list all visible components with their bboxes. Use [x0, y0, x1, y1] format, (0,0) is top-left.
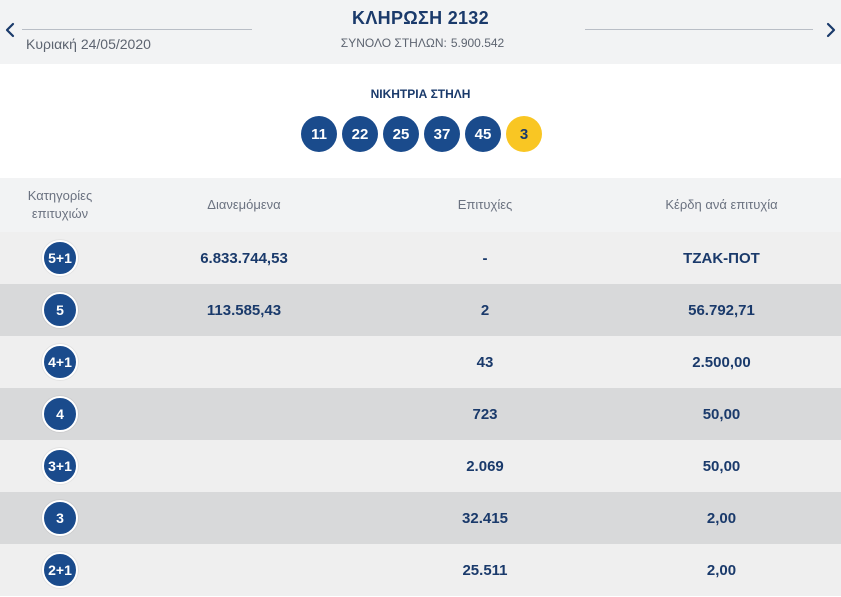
- prize-per-winner: 2,00: [706, 561, 737, 579]
- distributed-amount: 6.833.744,53: [200, 249, 288, 267]
- category-badge: 5+1: [42, 240, 78, 276]
- distributed-amount: 113.585,43: [206, 301, 282, 319]
- chevron-left-icon: [5, 22, 15, 38]
- results-table-header: Κατηγορίες επιτυχιών Διανεμόμενα Επιτυχί…: [0, 178, 841, 232]
- header-divider-right: [585, 29, 813, 30]
- winners-count: 2.069: [466, 457, 504, 475]
- header-category: Κατηγορίες επιτυχιών: [0, 178, 120, 232]
- winning-number-ball: 22: [342, 116, 378, 152]
- winning-column-label: ΝΙΚΗΤΡΙΑ ΣΤΗΛΗ: [370, 87, 471, 101]
- distributed-amount: [120, 440, 368, 492]
- distributed-amount: [120, 336, 368, 388]
- joker-ball: 3: [506, 116, 542, 152]
- category-badge: 3: [42, 500, 78, 536]
- table-row: 3 32.415 2,00: [0, 492, 841, 544]
- draw-header: Κυριακή 24/05/2020 ΚΛΗΡΩΣΗ 2132 ΣΥΝΟΛΟ Σ…: [0, 0, 841, 64]
- winning-number-ball: 25: [383, 116, 419, 152]
- winning-number-ball: 11: [301, 116, 337, 152]
- header-divider-left: [22, 29, 252, 30]
- winning-numbers: 11 22 25 37 45 3: [301, 116, 542, 152]
- table-row: 4 723 50,00: [0, 388, 841, 440]
- total-columns-value: 5.900.542: [450, 36, 505, 50]
- table-row: 4+1 43 2.500,00: [0, 336, 841, 388]
- category-badge: 5: [42, 292, 78, 328]
- distributed-amount: [120, 492, 368, 544]
- total-columns-label: ΣΥΝΟΛΟ ΣΤΗΛΩΝ:: [340, 36, 447, 50]
- distributed-amount: [120, 544, 368, 596]
- winners-count: 25.511: [462, 561, 508, 579]
- prize-per-winner: 50,00: [702, 457, 741, 475]
- header-category-label: Κατηγορίες επιτυχιών: [27, 188, 93, 221]
- winning-number-ball: 45: [465, 116, 501, 152]
- table-row: 5+1 6.833.744,53 - ΤΖΑΚ-ΠΟΤ: [0, 232, 841, 284]
- total-columns: ΣΥΝΟΛΟ ΣΤΗΛΩΝ: 5.900.542: [0, 36, 841, 50]
- chevron-right-icon: [826, 22, 836, 38]
- winners-count: -: [482, 249, 488, 267]
- prize-per-winner: 2,00: [706, 509, 737, 527]
- prize-per-winner: 50,00: [702, 405, 741, 423]
- category-badge: 4+1: [42, 344, 78, 380]
- category-badge: 4: [42, 396, 78, 432]
- winners-count: 723: [472, 405, 498, 423]
- header-distributed: Διανεμόμενα: [207, 197, 281, 212]
- previous-draw-button[interactable]: [2, 18, 18, 42]
- next-draw-button[interactable]: [823, 18, 839, 42]
- table-row: 2+1 25.511 2,00: [0, 544, 841, 596]
- header-prize: Κέρδη ανά επιτυχία: [665, 197, 778, 212]
- winners-count: 2: [480, 301, 490, 319]
- category-badge: 3+1: [42, 448, 78, 484]
- prize-per-winner: 56.792,71: [688, 301, 755, 319]
- table-row: 3+1 2.069 50,00: [0, 440, 841, 492]
- winning-number-ball: 37: [424, 116, 460, 152]
- category-badge: 2+1: [42, 552, 78, 588]
- table-row: 5 113.585,43 2 56.792,71: [0, 284, 841, 336]
- draw-title: ΚΛΗΡΩΣΗ 2132: [352, 8, 489, 28]
- prize-per-winner: ΤΖΑΚ-ΠΟΤ: [683, 249, 760, 267]
- winners-count: 43: [476, 353, 494, 371]
- prize-per-winner: 2.500,00: [692, 353, 751, 371]
- distributed-amount: [120, 388, 368, 440]
- winners-count: 32.415: [462, 509, 508, 527]
- draw-date: Κυριακή 24/05/2020: [26, 36, 151, 52]
- header-winners: Επιτυχίες: [457, 197, 513, 212]
